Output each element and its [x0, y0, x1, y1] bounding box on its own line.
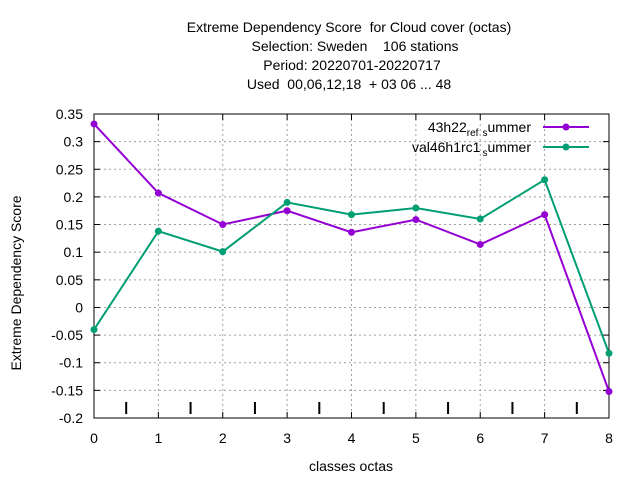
legend-label-1-end: ummer — [487, 119, 531, 135]
x-tick-label: 8 — [605, 430, 613, 446]
chart-title: Extreme Dependency Score for Cloud cover… — [187, 19, 511, 92]
legend-label-2: val46h1rc1 summer — [412, 139, 531, 159]
y-tick-label: 0.15 — [56, 217, 83, 233]
class-boundary-ticks — [125, 402, 578, 414]
y-axis-ticks: -0.2 -0.15 -0.1 -0.05 0 0.05 0.1 0.15 0.2 0.25 0.3… — [51, 106, 609, 426]
data-point — [219, 248, 227, 256]
data-point — [412, 204, 420, 212]
legend-label-1-main: 43h22 — [428, 119, 467, 135]
data-point — [90, 326, 98, 334]
legend-marker-1 — [562, 123, 570, 131]
data-point — [605, 387, 613, 395]
y-tick-label: 0 — [75, 299, 83, 315]
y-tick-label: 0.1 — [64, 244, 84, 260]
data-point — [541, 211, 549, 219]
legend-label-1-sub: ref — [467, 128, 479, 139]
x-tick-label: 0 — [90, 430, 98, 446]
title-line-4: Used 00,06,12,18 + 03 06 ... 48 — [247, 76, 452, 92]
series-1 — [90, 120, 613, 395]
data-point — [154, 227, 162, 235]
x-axis-ticks: 0 1 2 3 4 5 6 7 8 — [90, 114, 613, 446]
y-tick-label: 0.2 — [64, 189, 84, 205]
legend-entry-2: val46h1rc1 summer — [412, 139, 589, 159]
y-tick-label: 0.25 — [56, 161, 83, 177]
data-point — [154, 189, 162, 197]
data-point — [90, 120, 98, 128]
x-tick-label: 3 — [283, 430, 291, 446]
y-tick-label: -0.1 — [59, 355, 83, 371]
x-tick-label: 7 — [541, 430, 549, 446]
series-2 — [90, 176, 613, 357]
series — [90, 120, 613, 395]
data-point — [541, 176, 549, 184]
legend: 43h22ref summer val46h1rc1 summer — [412, 119, 589, 159]
data-point — [348, 211, 355, 219]
x-tick-label: 2 — [219, 430, 227, 446]
data-point — [476, 240, 484, 248]
y-tick-label: 0.05 — [56, 272, 83, 288]
data-point — [476, 215, 484, 223]
data-point — [605, 349, 613, 357]
legend-label-2-end: ummer — [487, 139, 531, 155]
legend-label-1: 43h22ref summer — [428, 119, 532, 139]
x-tick-label: 6 — [476, 430, 484, 446]
y-tick-label: 0.35 — [56, 106, 83, 122]
title-line-1: Extreme Dependency Score for Cloud cover… — [187, 19, 511, 35]
data-point — [219, 221, 227, 229]
x-tick-label: 5 — [412, 430, 420, 446]
data-point — [348, 228, 355, 236]
y-tick-label: -0.15 — [51, 382, 83, 398]
x-axis-label: classes octas — [309, 458, 393, 474]
data-point — [283, 207, 291, 215]
title-line-3: Period: 20220701-20220717 — [263, 57, 441, 73]
legend-entry-1: 43h22ref summer — [428, 119, 589, 139]
y-tick-label: -0.2 — [59, 410, 83, 426]
y-tick-label: 0.3 — [64, 134, 84, 150]
legend-label-2-main: val46h1rc1 — [412, 139, 481, 155]
y-tick-label: -0.05 — [51, 327, 83, 343]
x-tick-label: 4 — [348, 430, 356, 446]
data-point — [283, 198, 291, 206]
y-axis-label: Extreme Dependency Score — [8, 195, 24, 370]
data-point — [412, 216, 420, 224]
legend-label-2-sub: s — [482, 148, 487, 159]
legend-label-1-mid: s — [482, 128, 487, 139]
x-tick-label: 1 — [154, 430, 162, 446]
grid — [93, 113, 610, 419]
title-line-2: Selection: Sweden 106 stations — [251, 38, 458, 54]
legend-marker-2 — [562, 143, 570, 151]
